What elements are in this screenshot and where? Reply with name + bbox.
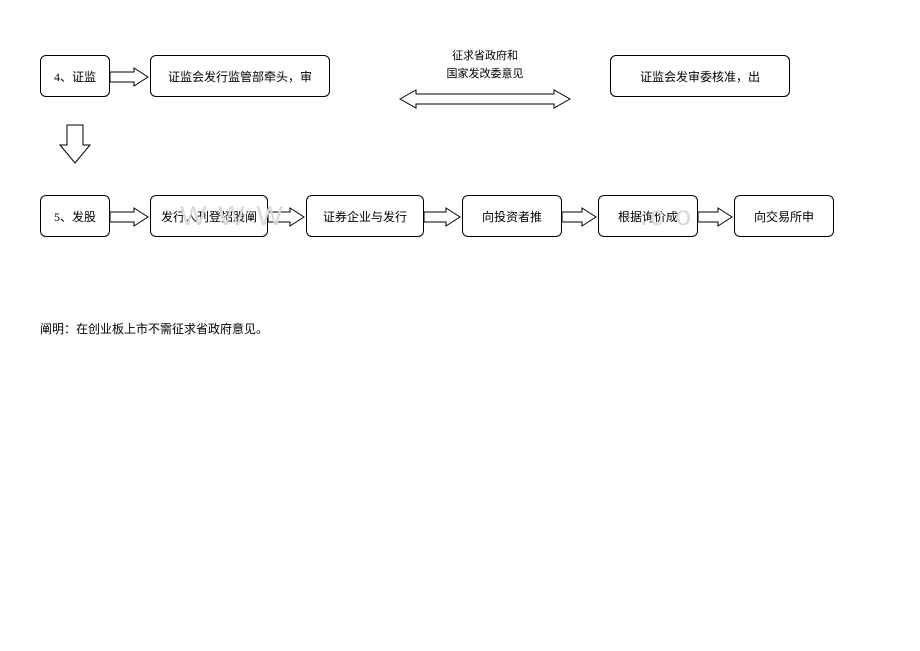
- row2-box3: 证券企业与发行: [306, 195, 424, 237]
- row2-box4: 向投资者推: [462, 195, 562, 237]
- row1-arrow-text-line1: 征求省政府和: [420, 48, 550, 66]
- stage-4-label: 4、证监: [54, 68, 96, 85]
- row1-box3: 证监会发审委核准，出: [610, 55, 790, 97]
- row1-box3-label: 证监会发审委核准，出: [640, 68, 760, 85]
- row2-box3-label: 证券企业与发行: [323, 208, 407, 225]
- row2-box2-label: 发行人刊登招股阐: [161, 208, 257, 225]
- row1-box2: 证监会发行监管部牵头，审: [150, 55, 330, 97]
- arrow-stage4-to-box2: [110, 68, 150, 88]
- row2-box6: 向交易所申: [734, 195, 834, 237]
- arrow-r2-2to3: [268, 208, 306, 228]
- stage-box-5: 5、发股: [40, 195, 110, 237]
- row1-box2-label: 证监会发行监管部牵头，审: [168, 68, 312, 85]
- double-arrow-row1: [400, 90, 570, 110]
- row1-arrow-text: 征求省政府和 国家发改委意见: [420, 48, 550, 83]
- arrow-r2-5to6: [698, 208, 734, 228]
- arrow-r2-4to5: [562, 208, 598, 228]
- row2-box5: 根据询价成: [598, 195, 698, 237]
- stage-5-label: 5、发股: [54, 208, 96, 225]
- row1-arrow-text-line2: 国家发改委意见: [420, 66, 550, 84]
- note-text: 阐明：在创业板上市不需征求省政府意见。: [40, 320, 268, 337]
- stage-box-4: 4、证监: [40, 55, 110, 97]
- row2-box2: 发行人刊登招股阐: [150, 195, 268, 237]
- arrow-stage5-to-box2: [110, 208, 150, 228]
- row2-box5-label: 根据询价成: [618, 208, 678, 225]
- row2-box6-label: 向交易所申: [754, 208, 814, 225]
- arrow-r2-3to4: [424, 208, 462, 228]
- down-arrow: [60, 125, 90, 165]
- row2-box4-label: 向投资者推: [482, 208, 542, 225]
